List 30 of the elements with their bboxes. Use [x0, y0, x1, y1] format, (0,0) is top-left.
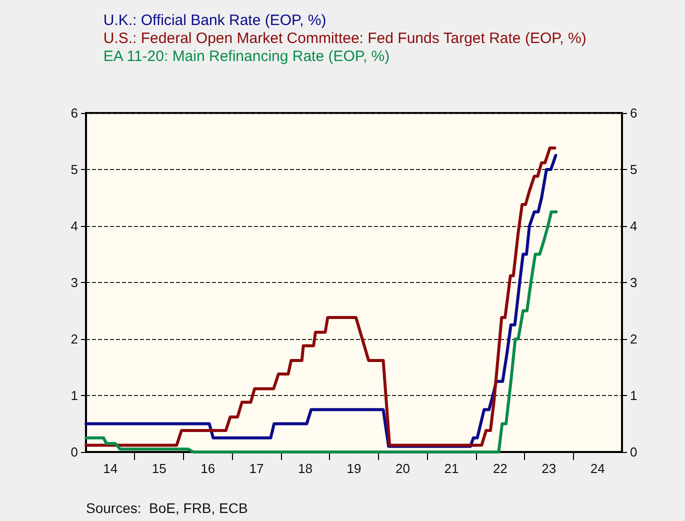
- y2-tick-label: 2: [630, 332, 638, 346]
- y2-tick-label: 6: [630, 106, 638, 120]
- y-tick-label: 0: [70, 444, 78, 460]
- text: U.K.: Official Bank Rate (EOP, %): [103, 12, 326, 29]
- x-tick-label: 21: [444, 461, 459, 476]
- y-tick-label: 2: [70, 332, 78, 346]
- x-tick-label: 22: [492, 461, 508, 476]
- x-tick-label: 17: [249, 461, 264, 476]
- x-tick-label: 18: [298, 461, 313, 476]
- x-tick-label: 19: [346, 461, 362, 476]
- x-tick-label: 16: [200, 461, 216, 476]
- x-tick-label: 24: [590, 461, 605, 476]
- y-tick-label: 3: [70, 275, 78, 290]
- source-note: Sources: BoE, FRB, ECB: [86, 500, 248, 516]
- x-tick-label: 20: [395, 461, 410, 476]
- x-tick-label: 14: [103, 461, 118, 476]
- line-series: [84, 210, 558, 454]
- y2-tick-label: 3: [630, 275, 638, 290]
- y-tick-label: 1: [70, 388, 78, 403]
- y-tick-label: 5: [70, 162, 78, 177]
- y2-tick-label: 1: [630, 388, 638, 403]
- x-tick-label: 15: [152, 461, 166, 476]
- y2-tick-label: 4: [630, 218, 638, 234]
- text: U.S.: Federal Open Market Committee: Fed Funds Target Rate (EOP, %): [103, 30, 586, 47]
- y-tick-label: 4: [70, 218, 78, 234]
- y2-tick-label: 5: [630, 162, 638, 177]
- x-tick-label: 23: [542, 461, 556, 476]
- text: EA 11-20: Main Refinancing Rate (EOP, %): [103, 48, 390, 65]
- y-tick-label: 6: [70, 106, 78, 120]
- y2-tick-label: 0: [630, 444, 638, 460]
